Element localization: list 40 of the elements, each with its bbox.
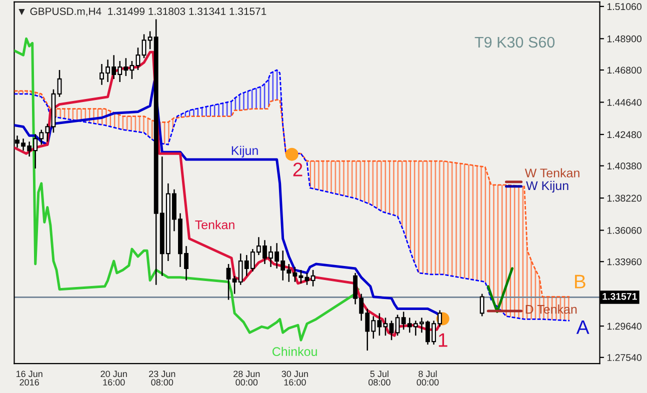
x-tick-label: 23 Jun 08:00 bbox=[149, 370, 176, 386]
annotation: Tenkan bbox=[195, 220, 234, 230]
annotation: 2 bbox=[293, 162, 302, 176]
line-series bbox=[14, 37, 360, 342]
candlestick bbox=[226, 263, 231, 300]
annotation: B bbox=[575, 274, 586, 288]
y-tick-label: 1.29640 bbox=[607, 322, 642, 330]
x-tick-label: 28 Jun 00:00 bbox=[234, 370, 260, 386]
candlestick bbox=[480, 293, 484, 317]
y-tick-label: 1.40380 bbox=[607, 162, 642, 170]
y-tick-label: 1.44640 bbox=[607, 98, 642, 106]
candlestick bbox=[136, 47, 140, 71]
candlestick bbox=[389, 320, 394, 341]
y-tick-label: 1.36060 bbox=[607, 227, 642, 234]
ref-line-label: 1.31571 bbox=[602, 292, 637, 300]
chart-title: ▼ GBPUSD.m,H4 1.31499 1.31803 1.31341 1.31571 bbox=[18, 8, 266, 16]
x-tick-label: 30 Jun 16:00 bbox=[282, 370, 308, 386]
y-tick-label: 1.48900 bbox=[607, 35, 642, 42]
candlestick bbox=[57, 69, 62, 98]
annotation: W Kijun bbox=[526, 180, 568, 193]
annotation: Kijun bbox=[232, 146, 258, 158]
y-tick-label: 1.38220 bbox=[607, 194, 642, 202]
y-tick-label: 1.51060 bbox=[607, 3, 642, 10]
annotation: T9 K30 S60 bbox=[474, 36, 555, 48]
candlestick bbox=[304, 272, 310, 286]
x-tick-label: 5 Jul 08:00 bbox=[368, 370, 390, 386]
annotation: A bbox=[576, 320, 590, 334]
x-tick-label: 8 Jul 00:00 bbox=[416, 370, 439, 386]
candlestick bbox=[310, 269, 316, 288]
x-tick-label: 16 Jun 2016 bbox=[16, 370, 42, 386]
annotation: 1 bbox=[438, 333, 448, 347]
y-tick-label: 1.46800 bbox=[607, 66, 642, 74]
x-tick-label: 20 Jun 16:00 bbox=[100, 370, 127, 386]
candlestick bbox=[142, 34, 146, 59]
annotation: W Tenkan bbox=[524, 168, 580, 178]
candlestick bbox=[383, 317, 388, 336]
y-tick-label: 1.33960 bbox=[607, 258, 642, 266]
y-tick-label: 1.27540 bbox=[607, 354, 642, 362]
annotation: Chinkou bbox=[272, 346, 317, 356]
y-tick-label: 1.42480 bbox=[607, 131, 642, 138]
